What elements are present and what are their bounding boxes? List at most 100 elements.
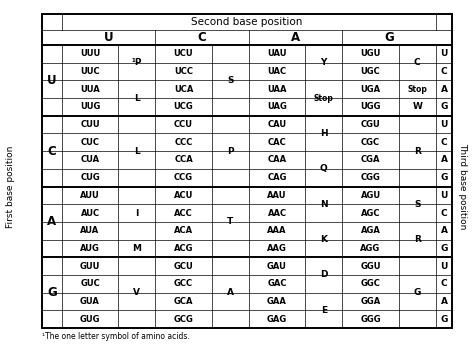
Text: GCC: GCC (174, 279, 193, 288)
Text: CCU: CCU (174, 120, 193, 129)
Text: GCU: GCU (173, 262, 193, 270)
Text: CGA: CGA (361, 155, 380, 165)
Text: AGU: AGU (361, 191, 381, 200)
Text: GGC: GGC (361, 279, 381, 288)
Text: AGG: AGG (360, 244, 381, 253)
Text: E: E (321, 306, 327, 315)
Text: CAG: CAG (267, 173, 287, 182)
Text: AGA: AGA (361, 226, 381, 235)
Text: UUU: UUU (80, 49, 100, 58)
Text: K: K (320, 235, 328, 244)
Text: UCG: UCG (173, 102, 193, 112)
Text: ¹P: ¹P (132, 58, 142, 67)
Text: CUU: CUU (80, 120, 100, 129)
Text: ACC: ACC (174, 209, 193, 217)
Text: L: L (134, 147, 140, 156)
Text: C: C (47, 145, 56, 158)
Text: GCG: GCG (173, 315, 193, 324)
Text: GAA: GAA (267, 297, 287, 306)
Text: Y: Y (320, 58, 327, 67)
Text: Stop: Stop (314, 93, 334, 103)
Text: CGU: CGU (361, 120, 381, 129)
Text: First base position: First base position (7, 145, 16, 228)
Text: Third base position: Third base position (458, 143, 467, 230)
Text: GGU: GGU (360, 262, 381, 270)
Text: GCA: GCA (174, 297, 193, 306)
Text: AAA: AAA (267, 226, 287, 235)
Text: AAG: AAG (267, 244, 287, 253)
Text: G: G (47, 286, 57, 299)
Text: UCU: UCU (174, 49, 193, 58)
Text: A: A (440, 155, 447, 165)
Text: UCA: UCA (174, 85, 193, 94)
Text: C: C (441, 279, 447, 288)
Text: A: A (440, 226, 447, 235)
Text: G: G (384, 31, 394, 44)
Text: U: U (440, 49, 447, 58)
Text: GUG: GUG (80, 315, 100, 324)
Text: UUA: UUA (80, 85, 100, 94)
Text: CUG: CUG (80, 173, 100, 182)
Text: M: M (132, 244, 141, 253)
Text: L: L (134, 93, 140, 103)
Text: AUA: AUA (81, 226, 100, 235)
Text: UGC: UGC (361, 67, 381, 76)
Text: A: A (227, 288, 234, 297)
Text: ACA: ACA (174, 226, 193, 235)
Text: A: A (47, 215, 56, 228)
Text: GAC: GAC (267, 279, 287, 288)
Text: U: U (440, 120, 447, 129)
Text: S: S (227, 76, 234, 85)
Text: UGA: UGA (361, 85, 381, 94)
Text: GUC: GUC (80, 279, 100, 288)
Text: AAC: AAC (267, 209, 287, 217)
Text: C: C (441, 67, 447, 76)
Text: G: G (440, 315, 447, 324)
Text: A: A (440, 85, 447, 94)
Text: AAU: AAU (267, 191, 287, 200)
Text: UGU: UGU (360, 49, 381, 58)
Text: C: C (198, 31, 207, 44)
Text: G: G (440, 173, 447, 182)
Text: W: W (412, 102, 422, 112)
Text: C: C (441, 209, 447, 217)
Text: CUA: CUA (81, 155, 100, 165)
Text: C: C (441, 138, 447, 147)
Text: GAG: GAG (267, 315, 287, 324)
Text: ¹The one letter symbol of amino acids.: ¹The one letter symbol of amino acids. (42, 332, 190, 341)
Text: GGA: GGA (360, 297, 381, 306)
Text: G: G (440, 102, 447, 112)
Text: UUG: UUG (80, 102, 100, 112)
Text: GUU: GUU (80, 262, 100, 270)
Text: Stop: Stop (407, 85, 427, 94)
Text: ACU: ACU (174, 191, 193, 200)
Text: CGG: CGG (361, 173, 381, 182)
Text: R: R (414, 147, 421, 156)
Text: AGC: AGC (361, 209, 380, 217)
Text: N: N (320, 200, 328, 209)
Text: U: U (47, 74, 57, 87)
Text: CCA: CCA (174, 155, 193, 165)
Text: CAA: CAA (267, 155, 287, 165)
Text: C: C (414, 58, 420, 67)
Text: UCC: UCC (174, 67, 193, 76)
Text: CGC: CGC (361, 138, 380, 147)
Text: U: U (440, 262, 447, 270)
Text: H: H (320, 129, 328, 138)
Text: UAA: UAA (267, 85, 287, 94)
Text: UAU: UAU (267, 49, 287, 58)
Text: I: I (135, 209, 138, 217)
Text: CCC: CCC (174, 138, 193, 147)
Text: UAC: UAC (267, 67, 287, 76)
Text: A: A (440, 297, 447, 306)
Text: A: A (291, 31, 301, 44)
Text: UUC: UUC (80, 67, 100, 76)
Text: AUU: AUU (80, 191, 100, 200)
Text: GAU: GAU (267, 262, 287, 270)
Text: U: U (440, 191, 447, 200)
Text: Second base position: Second base position (191, 17, 303, 27)
Text: GGG: GGG (360, 315, 381, 324)
Text: P: P (227, 147, 234, 156)
Text: CCG: CCG (174, 173, 193, 182)
Text: CUC: CUC (81, 138, 100, 147)
